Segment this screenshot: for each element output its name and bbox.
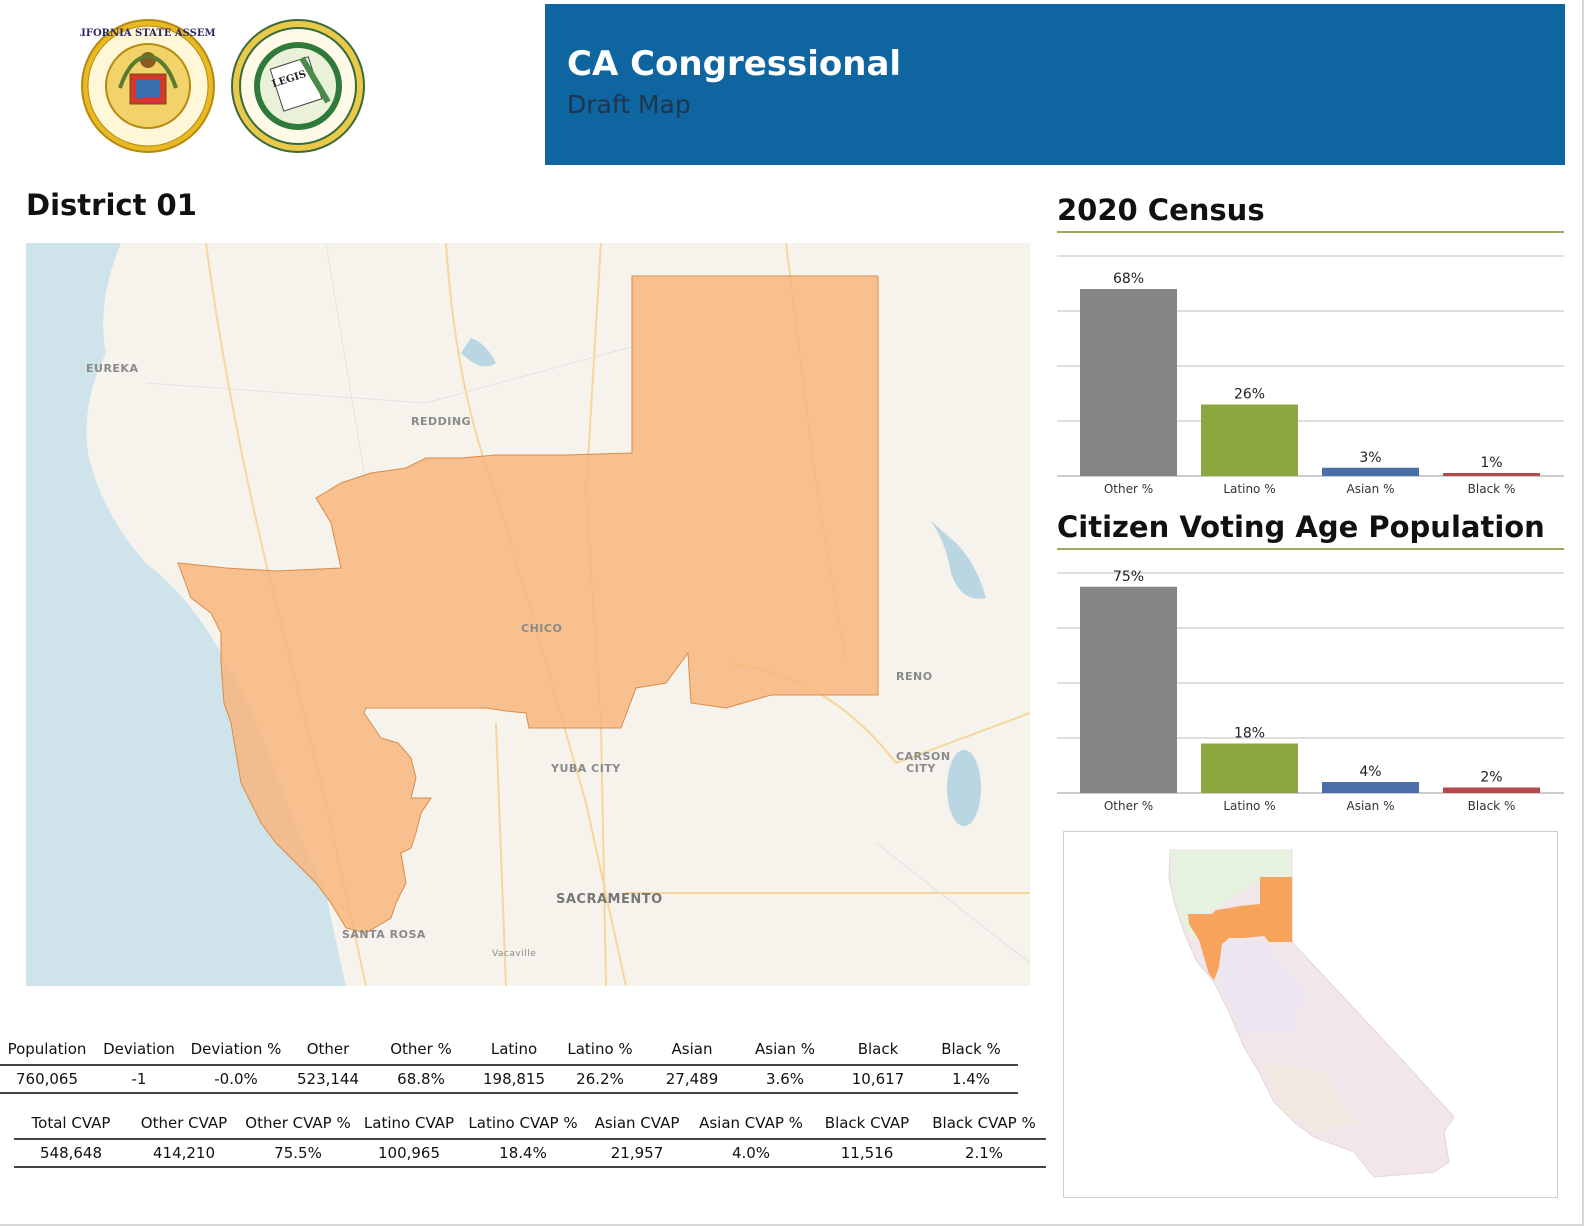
table-header-cell: Deviation % — [190, 1040, 282, 1058]
census-data-label: 3% — [1359, 450, 1381, 466]
table-cell: 21,957 — [584, 1138, 690, 1168]
census-bar-latino — [1201, 404, 1298, 476]
table-cell: 100,965 — [356, 1138, 462, 1168]
table-header-cell: Latino CVAP — [363, 1114, 455, 1132]
city-label-vacaville: Vacaville — [492, 949, 537, 959]
cvap-category-label: Asian % — [1347, 799, 1395, 813]
table-cell: 760,065 — [0, 1064, 94, 1094]
cvap-bar-chart: 75% Other % 18% Latino % 4% Asian % 2% Black % — [1057, 569, 1564, 813]
table-header-cell: Population — [7, 1040, 87, 1058]
census-category-label: Asian % — [1347, 482, 1395, 496]
census-bar-asian — [1322, 467, 1419, 476]
table-header-cell: Black CVAP — [824, 1114, 910, 1132]
table-cell: 27,489 — [646, 1064, 738, 1094]
city-label-eureka: EUREKA — [86, 362, 139, 375]
census-bar-black — [1443, 473, 1540, 476]
cvap-bar-black — [1443, 787, 1540, 793]
table-cell: 198,815 — [474, 1064, 554, 1094]
table-cell: 68.8% — [368, 1064, 474, 1094]
table-cell: 11,516 — [812, 1138, 922, 1168]
cvap-data-label: 18% — [1234, 726, 1265, 742]
city-label-yuba-city: YUBA CITY — [551, 762, 621, 775]
table-cell: 4.0% — [690, 1138, 812, 1168]
cvap-bar-other — [1080, 586, 1177, 793]
census-data-label: 26% — [1234, 387, 1265, 403]
cvap-category-label: Latino % — [1223, 799, 1275, 813]
table-cell: 523,144 — [288, 1064, 368, 1094]
city-label-redding: REDDING — [411, 415, 472, 428]
table-header-cell: Other CVAP % — [245, 1114, 351, 1132]
table-header-cell: Asian CVAP % — [699, 1114, 803, 1132]
table-cell: 414,210 — [128, 1138, 240, 1168]
table-header-cell: Black % — [941, 1040, 1001, 1058]
table-cell: 2.1% — [922, 1138, 1046, 1168]
banner-subtitle: Draft Map — [567, 90, 691, 119]
district-map[interactable]: EUREKA REDDING CHICO RENO CARSON CITY YU… — [26, 243, 1030, 986]
table-header-cell: Latino — [490, 1040, 538, 1058]
cvap-category-label: Black % — [1468, 799, 1516, 813]
cvap-title-rule — [1057, 548, 1564, 550]
cvap-data-label: 2% — [1480, 770, 1502, 786]
senate-seal-icon: LEGIS — [231, 19, 365, 153]
census-title-rule — [1057, 231, 1564, 233]
city-label-sacramento: SACRAMENTO — [556, 892, 663, 907]
census-category-label: Other % — [1104, 482, 1153, 496]
census-data-label: 1% — [1480, 455, 1502, 471]
district-title: District 01 — [26, 188, 197, 222]
city-label-chico: CHICO — [521, 622, 563, 635]
table-cell: 18.4% — [462, 1138, 584, 1168]
cvap-bar-asian — [1322, 782, 1419, 793]
population-table: Population Deviation Deviation % Other Other… — [0, 1040, 1018, 1094]
table-cell: 548,648 — [14, 1138, 128, 1168]
table-header-cell: Asian CVAP — [594, 1114, 680, 1132]
table-cell: 1.4% — [924, 1064, 1018, 1094]
table-header-cell: Latino % — [567, 1040, 633, 1058]
table-header-cell: Other % — [390, 1040, 452, 1058]
census-bar-chart: 68% Other % 26% Latino % 3% Asian % 1% Black % — [1057, 255, 1564, 496]
table-cell: 3.6% — [738, 1064, 832, 1094]
cvap-category-label: Other % — [1104, 799, 1153, 813]
census-category-label: Latino % — [1223, 482, 1275, 496]
table-cell: -1 — [94, 1064, 184, 1094]
cvap-data-label: 75% — [1113, 569, 1144, 585]
table-cell: -0.0% — [184, 1064, 288, 1094]
table-header-cell: Asian % — [755, 1040, 815, 1058]
census-chart-title: 2020 Census — [1057, 193, 1265, 227]
map-canvas — [26, 243, 1030, 986]
table-header-cell: Black CVAP % — [932, 1114, 1036, 1132]
city-label-carson-city: CARSON CITY — [896, 750, 951, 775]
table-header-cell: Total CVAP — [31, 1114, 111, 1132]
census-data-label: 68% — [1113, 271, 1144, 287]
city-label-reno: RENO — [896, 670, 933, 683]
cvap-chart-title: Citizen Voting Age Population — [1057, 510, 1545, 544]
cvap-table: Total CVAP Other CVAP Other CVAP % Latino C… — [14, 1114, 1046, 1168]
table-header-cell: Deviation — [103, 1040, 175, 1058]
title-banner: CA Congressional Draft Map — [545, 4, 1565, 165]
cvap-bar-latino — [1201, 743, 1298, 793]
table-cell: 75.5% — [240, 1138, 356, 1168]
table-header-cell: Black — [857, 1040, 899, 1058]
table-header-cell: Other CVAP — [140, 1114, 228, 1132]
table-header-cell: Latino CVAP % — [468, 1114, 578, 1132]
assembly-seal-icon: CALIFORNIA STATE ASSEMBLY — [80, 19, 216, 153]
banner-title: CA Congressional — [567, 44, 902, 84]
california-inset-map — [1063, 831, 1558, 1198]
table-cell: 10,617 — [832, 1064, 924, 1094]
table-header-cell: Asian — [671, 1040, 713, 1058]
city-label-santa-rosa: SANTA ROSA — [342, 928, 426, 941]
cvap-data-label: 4% — [1359, 764, 1381, 780]
assembly-seal-text: CALIFORNIA STATE ASSEMBLY — [80, 28, 216, 39]
census-category-label: Black % — [1468, 482, 1516, 496]
table-cell: 26.2% — [554, 1064, 646, 1094]
table-header-cell: Other — [306, 1040, 350, 1058]
california-outline — [1168, 849, 1455, 1178]
census-bar-other — [1080, 289, 1177, 476]
